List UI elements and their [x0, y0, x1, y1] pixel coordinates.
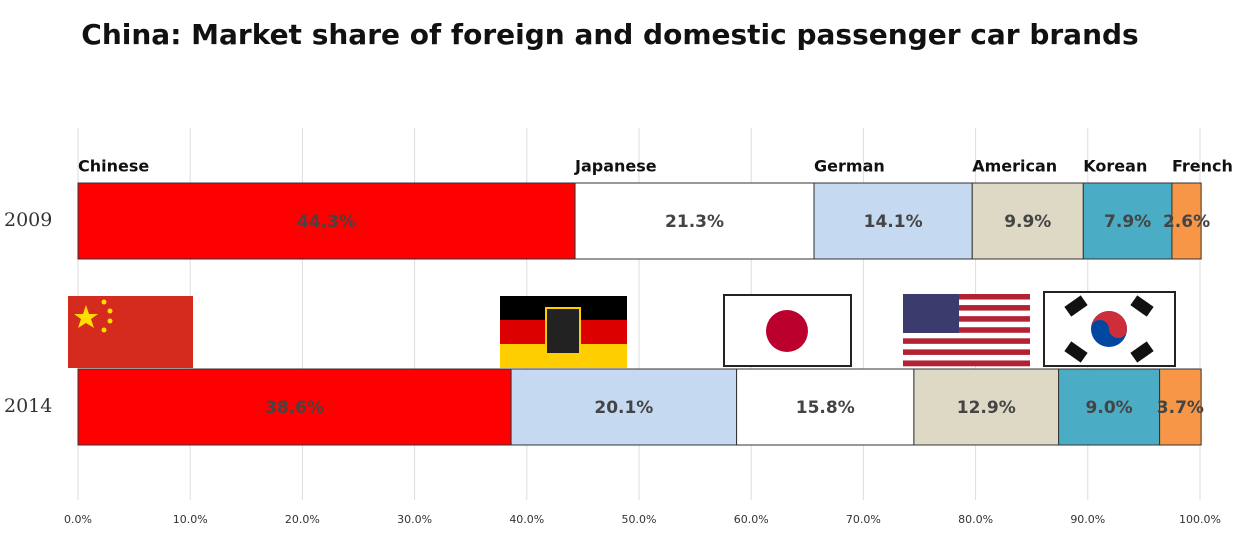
bar-segment — [1082, 182, 1173, 260]
flag-china — [68, 296, 193, 368]
flag-usa — [903, 294, 1030, 367]
bar-segment — [971, 182, 1084, 260]
value-label: 15.8% — [796, 398, 855, 418]
segment-name: Korean — [1083, 157, 1147, 176]
x-tick-label: 80.0% — [958, 513, 993, 526]
value-label: 2.6% — [1163, 212, 1210, 232]
row-label: 2009 — [4, 209, 52, 231]
value-label: 38.6% — [265, 398, 324, 418]
x-tick-label: 10.0% — [173, 513, 208, 526]
bar-segment — [813, 182, 973, 260]
value-label: 9.9% — [1004, 212, 1051, 232]
segment-name: Japanese — [574, 157, 657, 176]
x-tick-label: 20.0% — [285, 513, 320, 526]
flag-korea — [1043, 291, 1176, 367]
x-tick-label: 50.0% — [622, 513, 657, 526]
x-tick-label: 30.0% — [397, 513, 432, 526]
plot: 0.0% 10.0% 20.0% 30.0% 40.0% 50.0% 60.0% 70.0% 8… — [4, 128, 1233, 526]
bar-segment — [1159, 368, 1202, 446]
value-label: 3.7% — [1157, 398, 1204, 418]
bar-segment — [736, 368, 915, 446]
x-tick-label: 100.0% — [1179, 513, 1221, 526]
bar-segment — [1171, 182, 1202, 260]
bar-segment — [913, 368, 1060, 446]
bar-segment — [77, 182, 576, 260]
bar-segment — [77, 368, 512, 446]
segment-name: Chinese — [78, 157, 149, 176]
bar-segment — [574, 182, 815, 260]
value-label: 14.1% — [864, 212, 923, 232]
segment-name: American — [972, 157, 1057, 176]
value-label: 44.3% — [297, 212, 356, 232]
flag-germany — [500, 296, 627, 368]
x-tick-label: 40.0% — [509, 513, 544, 526]
row-label: 2014 — [4, 395, 52, 417]
value-label: 7.9% — [1104, 212, 1151, 232]
value-label: 20.1% — [594, 398, 653, 418]
x-tick-label: 90.0% — [1070, 513, 1105, 526]
segment-name: German — [814, 157, 885, 176]
x-tick-label: 70.0% — [846, 513, 881, 526]
x-tick-label: 0.0% — [64, 513, 92, 526]
bar-segment — [510, 368, 738, 446]
bar-segment — [1058, 368, 1161, 446]
value-label: 9.0% — [1086, 398, 1133, 418]
flags — [68, 291, 1176, 368]
x-tick-label: 60.0% — [734, 513, 769, 526]
chart-title: China: Market share of foreign and domes… — [81, 18, 1138, 51]
value-label: 12.9% — [957, 398, 1016, 418]
value-label: 21.3% — [665, 212, 724, 232]
segment-name: French — [1172, 157, 1233, 176]
flag-japan — [723, 294, 852, 367]
